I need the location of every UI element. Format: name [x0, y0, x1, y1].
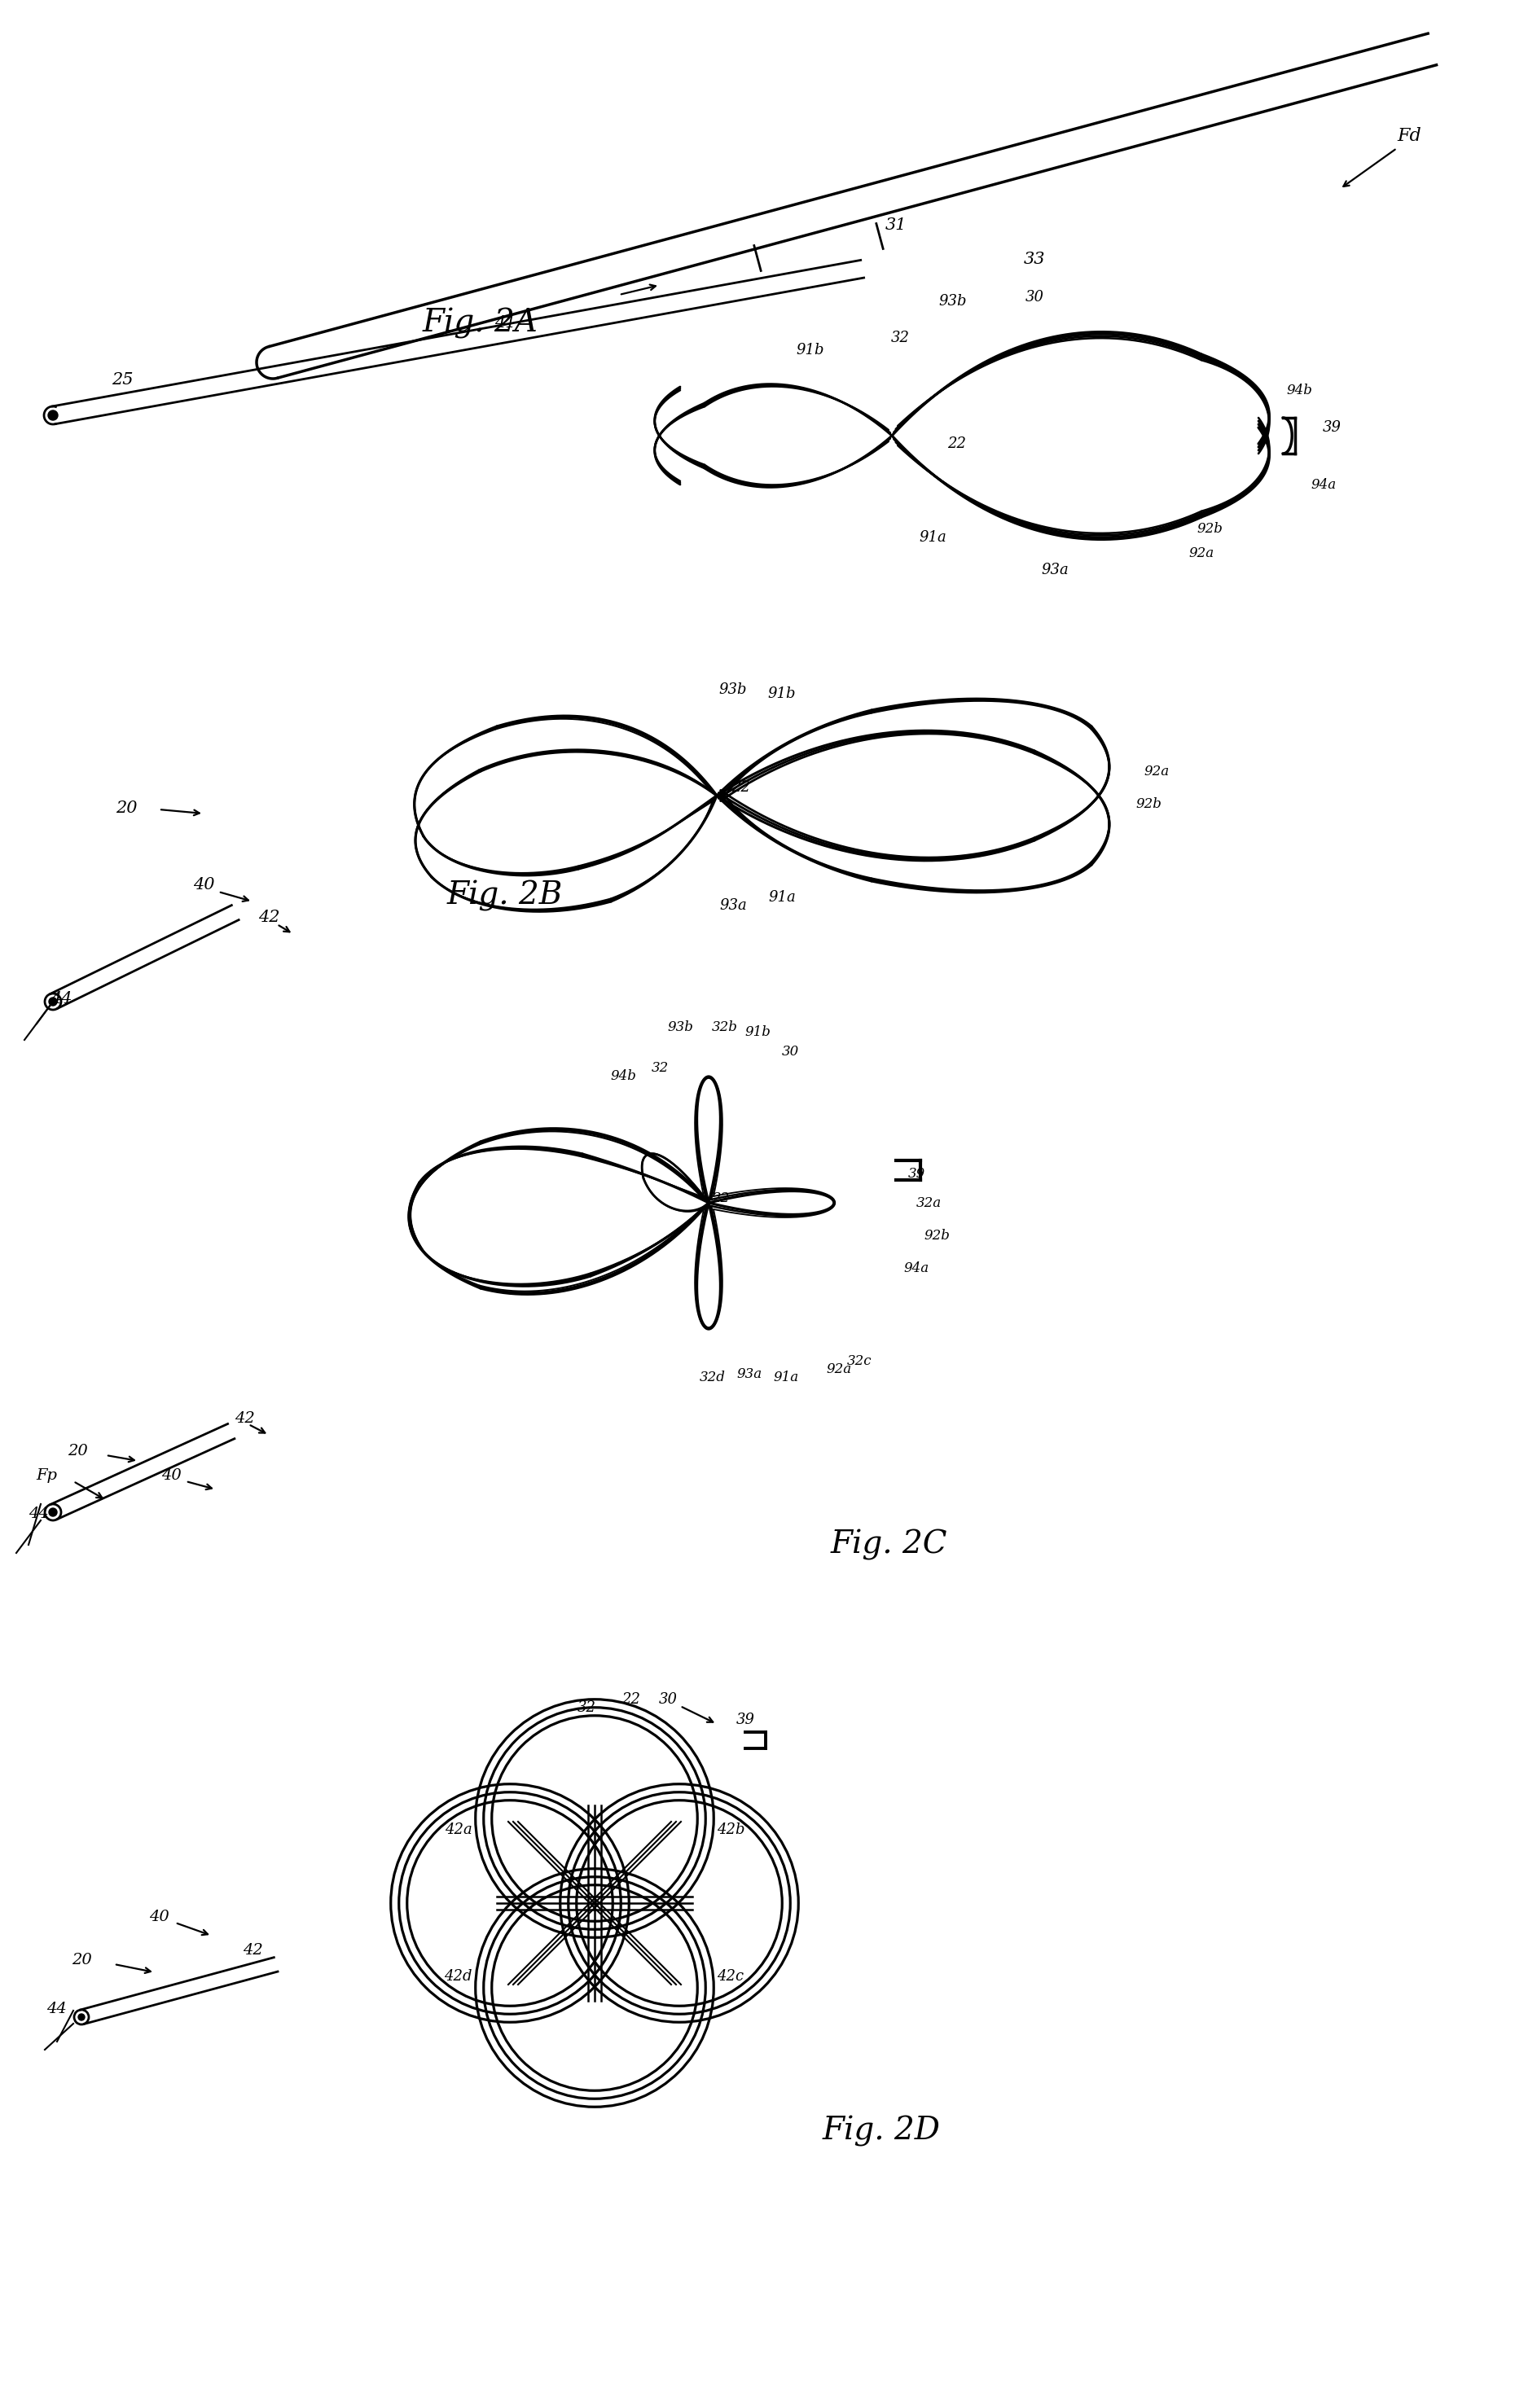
Text: 91b: 91b — [796, 342, 824, 356]
Text: 30: 30 — [781, 1045, 799, 1060]
Text: 92b: 92b — [1197, 523, 1222, 537]
Text: 92b: 92b — [1136, 797, 1162, 811]
Text: 30: 30 — [658, 1693, 678, 1707]
Text: 93b: 93b — [667, 1021, 693, 1035]
Text: 93b: 93b — [719, 681, 747, 696]
Text: 42: 42 — [258, 910, 280, 925]
Text: 20: 20 — [68, 1445, 88, 1459]
Text: 42a: 42a — [444, 1823, 472, 1837]
Text: 94b: 94b — [1286, 383, 1313, 397]
Text: 39: 39 — [1322, 421, 1342, 436]
Text: 91a: 91a — [768, 891, 796, 905]
Text: 91a: 91a — [773, 1370, 799, 1385]
Text: 39: 39 — [736, 1712, 755, 1727]
Text: Fig. 2B: Fig. 2B — [447, 881, 563, 910]
Text: 32b: 32b — [712, 1021, 738, 1035]
Text: 91b: 91b — [768, 686, 796, 701]
Text: 25: 25 — [111, 373, 134, 388]
Circle shape — [48, 409, 58, 421]
Text: 93b: 93b — [939, 294, 967, 308]
Text: 32: 32 — [890, 330, 910, 344]
Text: 22: 22 — [732, 780, 750, 795]
Text: 42: 42 — [234, 1411, 255, 1426]
Text: 94b: 94b — [610, 1069, 636, 1084]
Text: 20: 20 — [71, 1953, 92, 1967]
Text: 94a: 94a — [904, 1262, 928, 1274]
Text: 39: 39 — [908, 1168, 925, 1182]
Text: 92a: 92a — [1144, 763, 1170, 778]
Text: 22: 22 — [948, 436, 967, 450]
Text: 31: 31 — [885, 217, 907, 234]
Text: Fig. 2A: Fig. 2A — [423, 308, 538, 340]
Text: 41: 41 — [495, 315, 516, 330]
Text: 93a: 93a — [719, 898, 747, 913]
Text: 44: 44 — [51, 992, 72, 1007]
Text: 42d: 42d — [444, 1970, 472, 1984]
Text: 93a: 93a — [736, 1368, 762, 1380]
Text: 20: 20 — [115, 799, 137, 816]
Text: 33: 33 — [1024, 253, 1045, 267]
Text: 42c: 42c — [716, 1970, 744, 1984]
Text: 30: 30 — [1025, 289, 1044, 303]
Text: 44: 44 — [29, 1507, 49, 1522]
Text: 44: 44 — [46, 2001, 66, 2015]
Circle shape — [49, 997, 57, 1007]
Text: 22: 22 — [712, 1192, 730, 1206]
Text: 40: 40 — [161, 1469, 181, 1483]
Circle shape — [49, 1507, 57, 1517]
Text: 32: 32 — [576, 1700, 596, 1714]
Text: Fp: Fp — [35, 1469, 57, 1483]
Text: 42: 42 — [243, 1943, 263, 1958]
Text: 94a: 94a — [1311, 477, 1336, 491]
Text: 32d: 32d — [699, 1370, 725, 1385]
Text: 32: 32 — [652, 1062, 669, 1076]
Text: Fig. 2C: Fig. 2C — [832, 1529, 948, 1560]
Text: 40: 40 — [192, 877, 215, 893]
Text: 91b: 91b — [744, 1026, 770, 1038]
Text: 42b: 42b — [716, 1823, 745, 1837]
Text: 40: 40 — [149, 1910, 169, 1924]
Text: Fig. 2D: Fig. 2D — [822, 2117, 941, 2146]
Text: 92b: 92b — [924, 1228, 950, 1243]
Circle shape — [78, 2013, 85, 2020]
Text: 92a: 92a — [1188, 547, 1214, 561]
Text: Fd: Fd — [1397, 128, 1422, 144]
Text: 32c: 32c — [847, 1356, 871, 1368]
Text: 32a: 32a — [916, 1197, 941, 1209]
Text: 92a: 92a — [827, 1363, 851, 1377]
Text: 22: 22 — [622, 1693, 641, 1707]
Text: 93a: 93a — [1041, 563, 1068, 578]
Text: 91a: 91a — [919, 530, 947, 544]
